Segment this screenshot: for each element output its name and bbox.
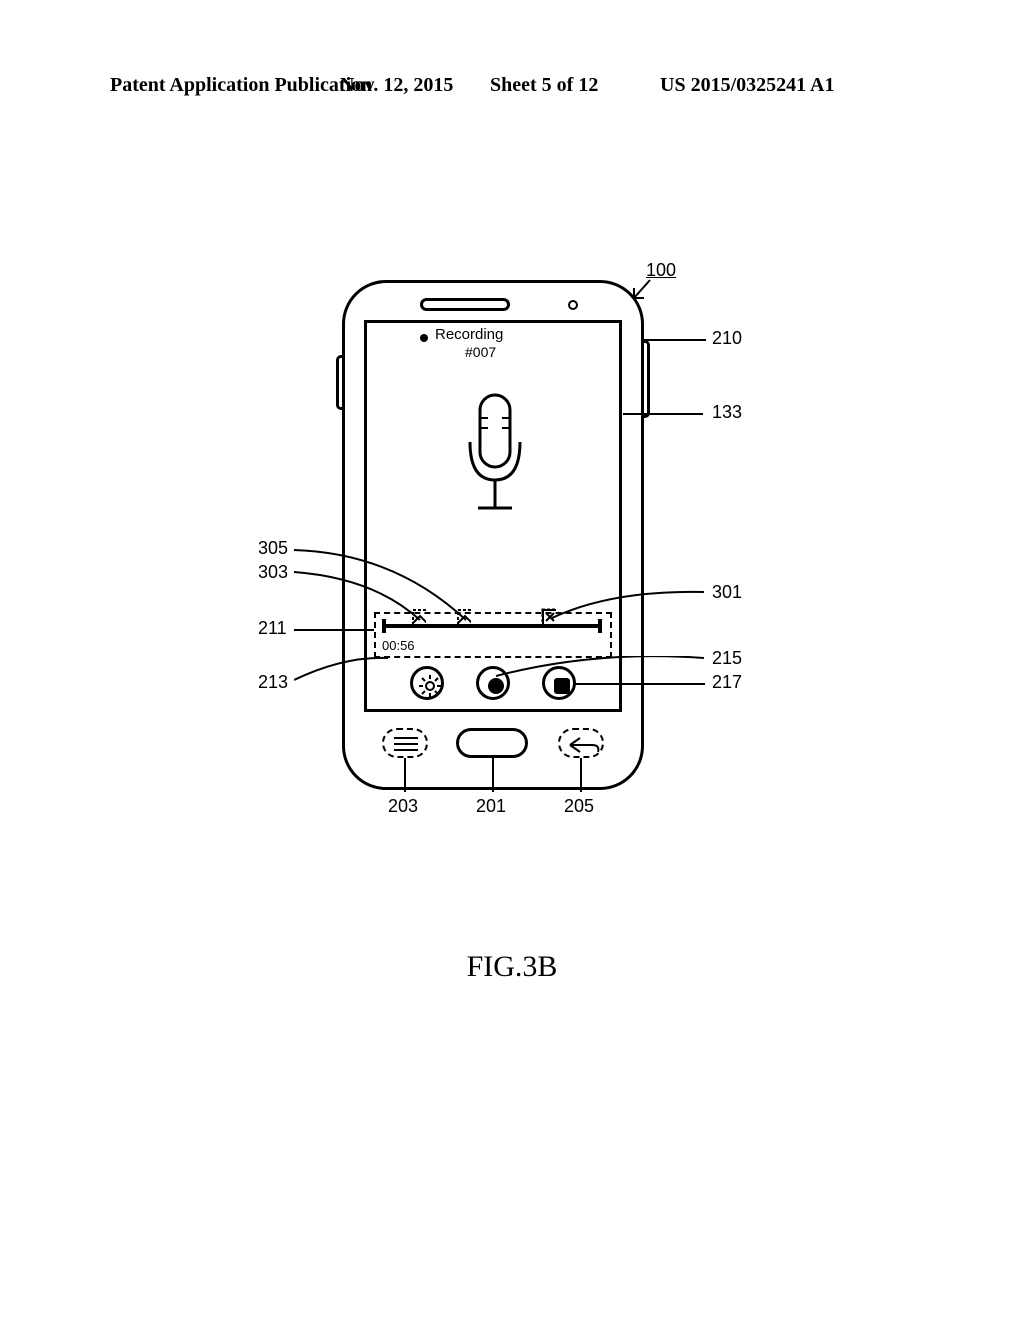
nav-back-button[interactable] <box>558 728 604 758</box>
phone-front-camera <box>568 300 578 310</box>
ref-217: 217 <box>712 672 742 693</box>
progress-time-label: 00:56 <box>382 638 415 653</box>
stop-icon <box>554 678 570 694</box>
nav-menu-button[interactable] <box>382 728 428 758</box>
ref-215: 215 <box>712 648 742 669</box>
nav-home-button[interactable] <box>456 728 528 758</box>
gear-icon <box>417 673 443 699</box>
recording-file-label: #007 <box>465 344 496 360</box>
header-publication: Patent Application Publication <box>110 74 372 97</box>
figure-label: FIG.3B <box>0 950 1024 984</box>
ref-133: 133 <box>712 402 742 423</box>
progress-end-marker <box>598 619 602 633</box>
figure-diagram: Recording #007 00:56 <box>270 260 770 820</box>
microphone-icon <box>460 390 530 530</box>
recording-indicator-dot <box>420 334 428 342</box>
ref-301: 301 <box>712 582 742 603</box>
header-pubnum: US 2015/0325241 A1 <box>660 74 834 97</box>
ref-201: 201 <box>476 796 506 817</box>
header-sheet: Sheet 5 of 12 <box>490 74 598 97</box>
phone-speaker <box>420 298 510 311</box>
ref-203: 203 <box>388 796 418 817</box>
ref-205: 205 <box>564 796 594 817</box>
ref-305: 305 <box>258 538 288 559</box>
ref-303: 303 <box>258 562 288 583</box>
settings-button[interactable] <box>410 666 444 700</box>
ref-210: 210 <box>712 328 742 349</box>
recording-status-label: Recording <box>435 326 503 343</box>
menu-icon <box>394 737 418 755</box>
ref-213: 213 <box>258 672 288 693</box>
back-arrow-icon <box>560 730 606 760</box>
ref-211: 211 <box>258 618 287 639</box>
record-icon <box>488 678 504 694</box>
header-date: Nov. 12, 2015 <box>340 74 453 97</box>
